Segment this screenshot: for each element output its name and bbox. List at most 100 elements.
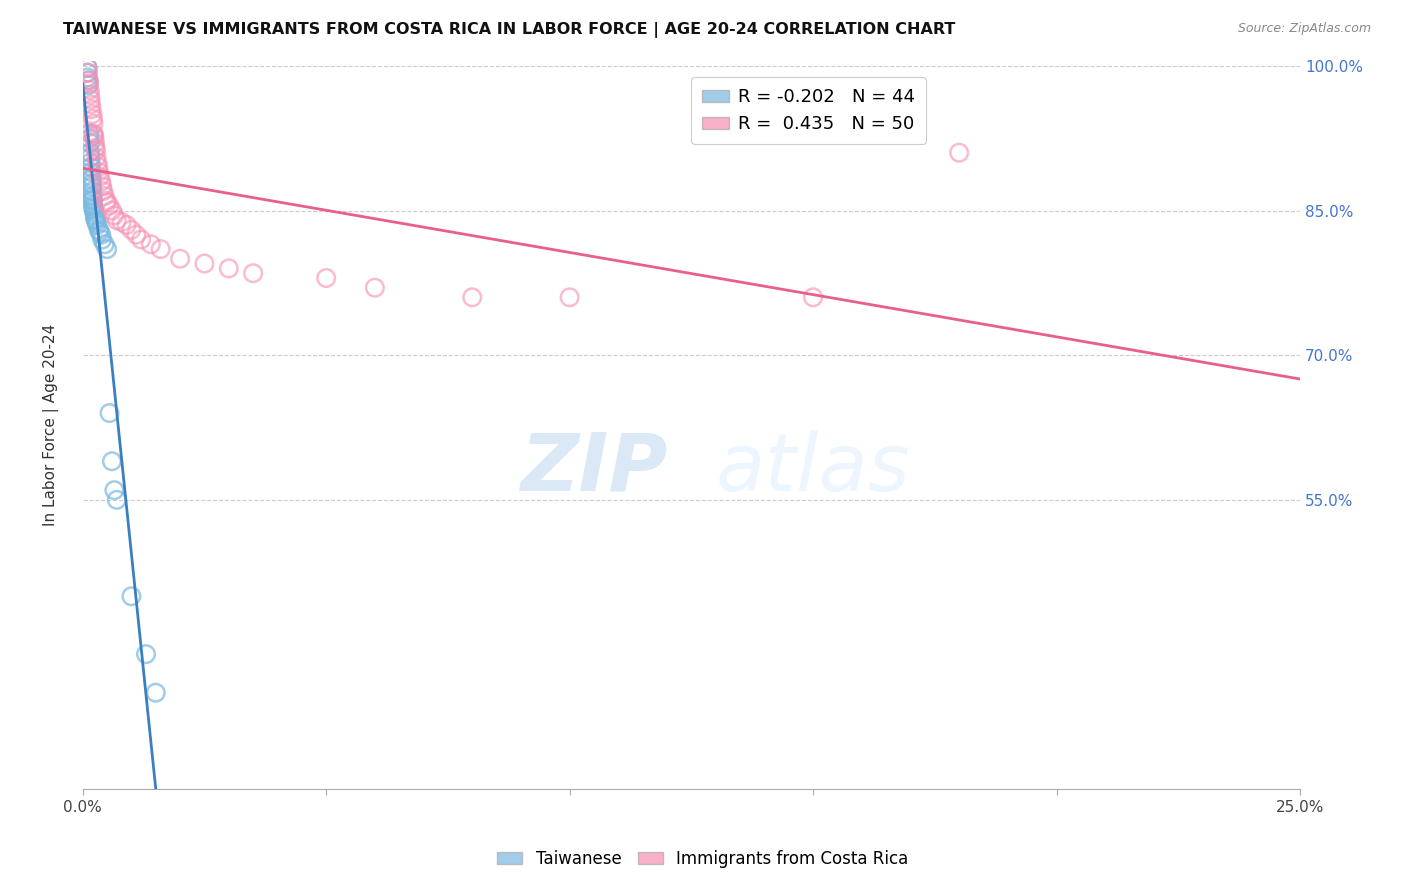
Point (80, 172, 103, 186)
Point (83, 128, 105, 143)
Point (91, 184, 114, 198)
Legend: R = -0.202   N = 44, R =  0.435   N = 50: R = -0.202 N = 44, R = 0.435 N = 50 (690, 78, 925, 144)
Text: Source: ZipAtlas.com: Source: ZipAtlas.com (1237, 22, 1371, 36)
Point (77, 73, 100, 87)
Point (82, 192, 104, 206)
Point (103, 483, 125, 498)
Point (82, 117, 104, 131)
Point (90, 175, 112, 189)
Point (90, 227, 112, 242)
Text: atlas: atlas (716, 430, 911, 508)
Point (83, 205, 105, 219)
Point (84, 213, 107, 227)
Point (242, 266, 264, 280)
Point (80, 102, 103, 116)
Point (139, 237, 162, 252)
Point (76, 65, 98, 79)
Point (80, 165, 103, 179)
Point (96, 242, 118, 256)
Point (79, 93, 101, 107)
Point (76, 61, 98, 75)
Point (86, 155, 108, 169)
Point (82, 107, 104, 121)
Point (83, 131, 105, 145)
Point (169, 252, 191, 266)
Point (98, 406, 121, 420)
Point (82, 194, 104, 208)
Point (86, 218, 108, 232)
Point (79, 131, 101, 145)
Point (79, 155, 101, 169)
Point (120, 589, 142, 603)
Point (87, 165, 110, 179)
Point (82, 198, 104, 212)
Point (80, 97, 103, 112)
Point (79, 83, 101, 97)
Point (461, 290, 484, 304)
Legend: Taiwanese, Immigrants from Costa Rica: Taiwanese, Immigrants from Costa Rica (491, 844, 915, 875)
Point (79, 127, 101, 141)
Point (83, 203, 105, 218)
Point (91, 232, 114, 246)
Point (558, 290, 581, 304)
Point (80, 179, 103, 194)
Point (80, 177, 103, 191)
Point (82, 127, 104, 141)
Point (105, 492, 128, 507)
Point (80, 160, 103, 174)
Point (87, 160, 110, 174)
Point (93, 237, 115, 252)
Point (948, 145, 970, 160)
Text: TAIWANESE VS IMMIGRANTS FROM COSTA RICA IN LABOR FORCE | AGE 20-24 CORRELATION C: TAIWANESE VS IMMIGRANTS FROM COSTA RICA … (63, 22, 956, 38)
Point (82, 184, 104, 198)
Point (76, 65, 98, 79)
Point (364, 281, 387, 295)
Point (94, 194, 117, 208)
Point (129, 232, 152, 246)
Point (79, 151, 101, 165)
Point (103, 208, 125, 222)
Point (91, 179, 114, 194)
Point (145, 686, 167, 700)
Point (80, 169, 103, 184)
Point (83, 136, 105, 150)
Point (135, 647, 157, 661)
Point (86, 151, 108, 165)
Point (149, 242, 172, 256)
Point (98, 199, 121, 213)
Point (76, 70, 98, 85)
Point (76, 61, 98, 75)
Point (801, 290, 824, 304)
Point (84, 144, 107, 158)
Point (87, 223, 110, 237)
Point (101, 203, 124, 218)
Y-axis label: In Labor Force | Age 20-24: In Labor Force | Age 20-24 (44, 324, 59, 526)
Point (111, 215, 134, 229)
Point (315, 271, 337, 285)
Point (86, 215, 108, 229)
Point (79, 87, 101, 102)
Point (82, 200, 104, 214)
Point (101, 454, 124, 468)
Point (77, 78, 100, 92)
Point (96, 195, 118, 210)
Point (125, 227, 148, 242)
Point (83, 208, 105, 222)
Point (115, 218, 138, 232)
Point (83, 211, 105, 226)
Point (193, 256, 215, 270)
Point (77, 73, 100, 87)
Text: ZIP: ZIP (520, 430, 666, 508)
Point (218, 261, 240, 276)
Point (105, 213, 128, 227)
Point (79, 136, 101, 150)
Point (77, 76, 100, 90)
Point (89, 169, 111, 184)
Point (89, 225, 111, 239)
Point (82, 112, 104, 126)
Point (93, 189, 115, 203)
Point (82, 189, 104, 203)
Point (120, 223, 142, 237)
Point (84, 141, 107, 155)
Point (79, 145, 101, 160)
